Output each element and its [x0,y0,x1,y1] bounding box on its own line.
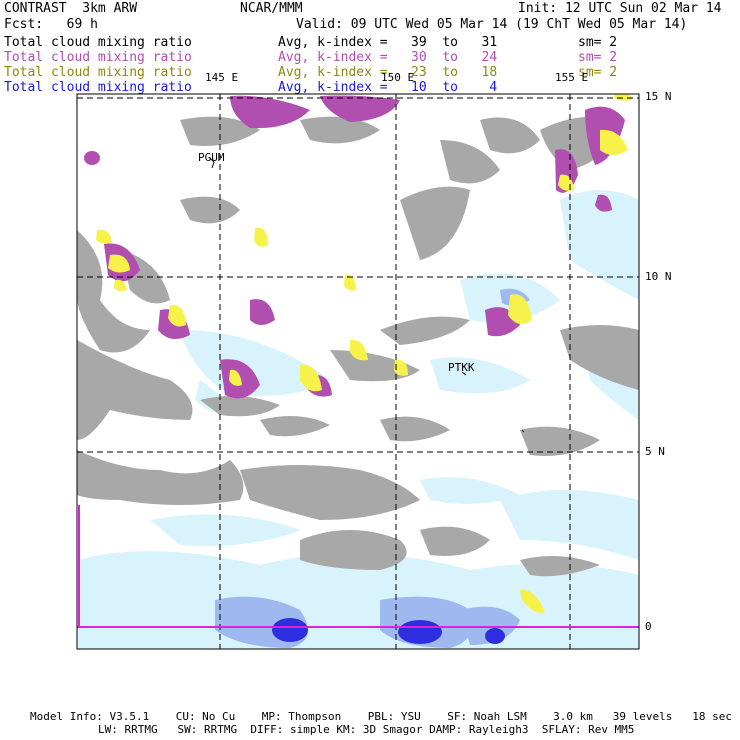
field-4-name: Total cloud mixing ratio [4,80,192,95]
field-3-smooth: sm= 2 [578,65,618,80]
center-label: NCAR/MMM [240,1,303,16]
lat-label-10n: 10 N [645,270,672,283]
lat-label-15n: 15 N [645,90,672,103]
graticule [77,94,639,649]
lon-label-150: 150 E [381,71,415,84]
forecast-hour: Fcst: 69 h [4,17,98,32]
field-2-smooth: sm= 2 [578,50,618,65]
gray-cloud-layer [77,116,639,577]
station-ptkk: PTKK [448,361,475,374]
field-1-range: Avg, k-index = 39 to 31 [278,35,498,50]
lon-label-155: 155 E [555,71,589,84]
light-blue-cloud-layer [77,190,639,649]
model-info-line-2: LW: RRTMG SW: RRTMG DIFF: simple KM: 3D … [98,723,635,736]
map-frame [76,93,640,650]
model-info-line-1: Model Info: V3.5.1 CU: No Cu MP: Thompso… [30,710,732,723]
init-time: Init: 12 UTC Sun 02 Mar 14 [518,1,722,16]
valid-time: Valid: 09 UTC Wed 05 Mar 14 (19 ChT Wed … [296,17,688,32]
plot-title: CONTRAST 3km ARW [4,1,138,16]
lat-label-5n: 5 N [645,445,665,458]
coastlines [209,157,525,433]
field-1-name: Total cloud mixing ratio [4,35,192,50]
field-3-range: Avg, k-index = 23 to 18 [278,65,498,80]
field-4-range: Avg, k-index = 10 to 4 [278,80,498,95]
lat-label-0: 0 [645,620,652,633]
yellow-cloud-layer [96,94,632,613]
field-2-range: Avg, k-index = 30 to 24 [278,50,498,65]
field-1-smooth: sm= 2 [578,35,618,50]
station-pgum: PGUM [198,151,225,164]
field-3-name: Total cloud mixing ratio [4,65,192,80]
lon-label-145: 145 E [205,71,239,84]
field-2-name: Total cloud mixing ratio [4,50,192,65]
